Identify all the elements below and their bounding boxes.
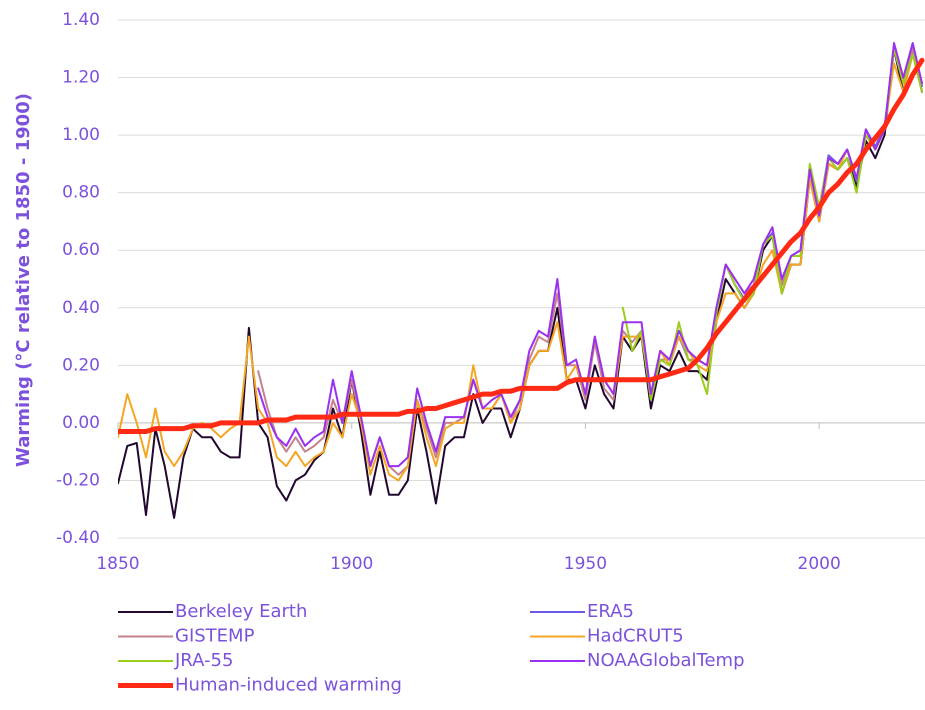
y-axis-label: Warming (°C relative to 1850 - 1900) bbox=[13, 93, 34, 467]
y-tick-label: 0.00 bbox=[62, 413, 100, 433]
series-line bbox=[724, 44, 923, 301]
x-tick-label: 2000 bbox=[798, 554, 841, 574]
x-tick-label: 1850 bbox=[96, 554, 139, 574]
plot-area bbox=[118, 42, 925, 519]
y-tick-label: 0.60 bbox=[62, 240, 100, 260]
series-line bbox=[257, 42, 923, 468]
y-tick-label: 1.00 bbox=[62, 125, 100, 145]
series-line bbox=[118, 47, 923, 519]
y-tick-label: 1.20 bbox=[62, 68, 100, 88]
y-tick-label: 0.20 bbox=[62, 355, 100, 375]
x-tick-label: 1950 bbox=[564, 554, 607, 574]
series-line bbox=[621, 47, 923, 401]
legend-label: Berkeley Earth bbox=[175, 601, 307, 622]
legend-label: Human-induced warming bbox=[175, 675, 402, 696]
legend-label: ERA5 bbox=[587, 601, 634, 622]
legend-label: NOAAGlobalTemp bbox=[587, 650, 745, 671]
series-line bbox=[118, 53, 923, 482]
legend-label: JRA-55 bbox=[174, 650, 233, 671]
y-tick-label: 1.40 bbox=[62, 10, 100, 30]
y-tick-label: 0.40 bbox=[62, 298, 100, 318]
legend-label: GISTEMP bbox=[175, 626, 255, 647]
y-tick-label: -0.20 bbox=[56, 470, 100, 490]
x-tick-label: 1900 bbox=[330, 554, 373, 574]
y-tick-label: -0.40 bbox=[56, 528, 100, 548]
series-line bbox=[118, 57, 925, 434]
y-tick-label: 0.80 bbox=[62, 183, 100, 203]
legend-label: HadCRUT5 bbox=[587, 626, 684, 647]
